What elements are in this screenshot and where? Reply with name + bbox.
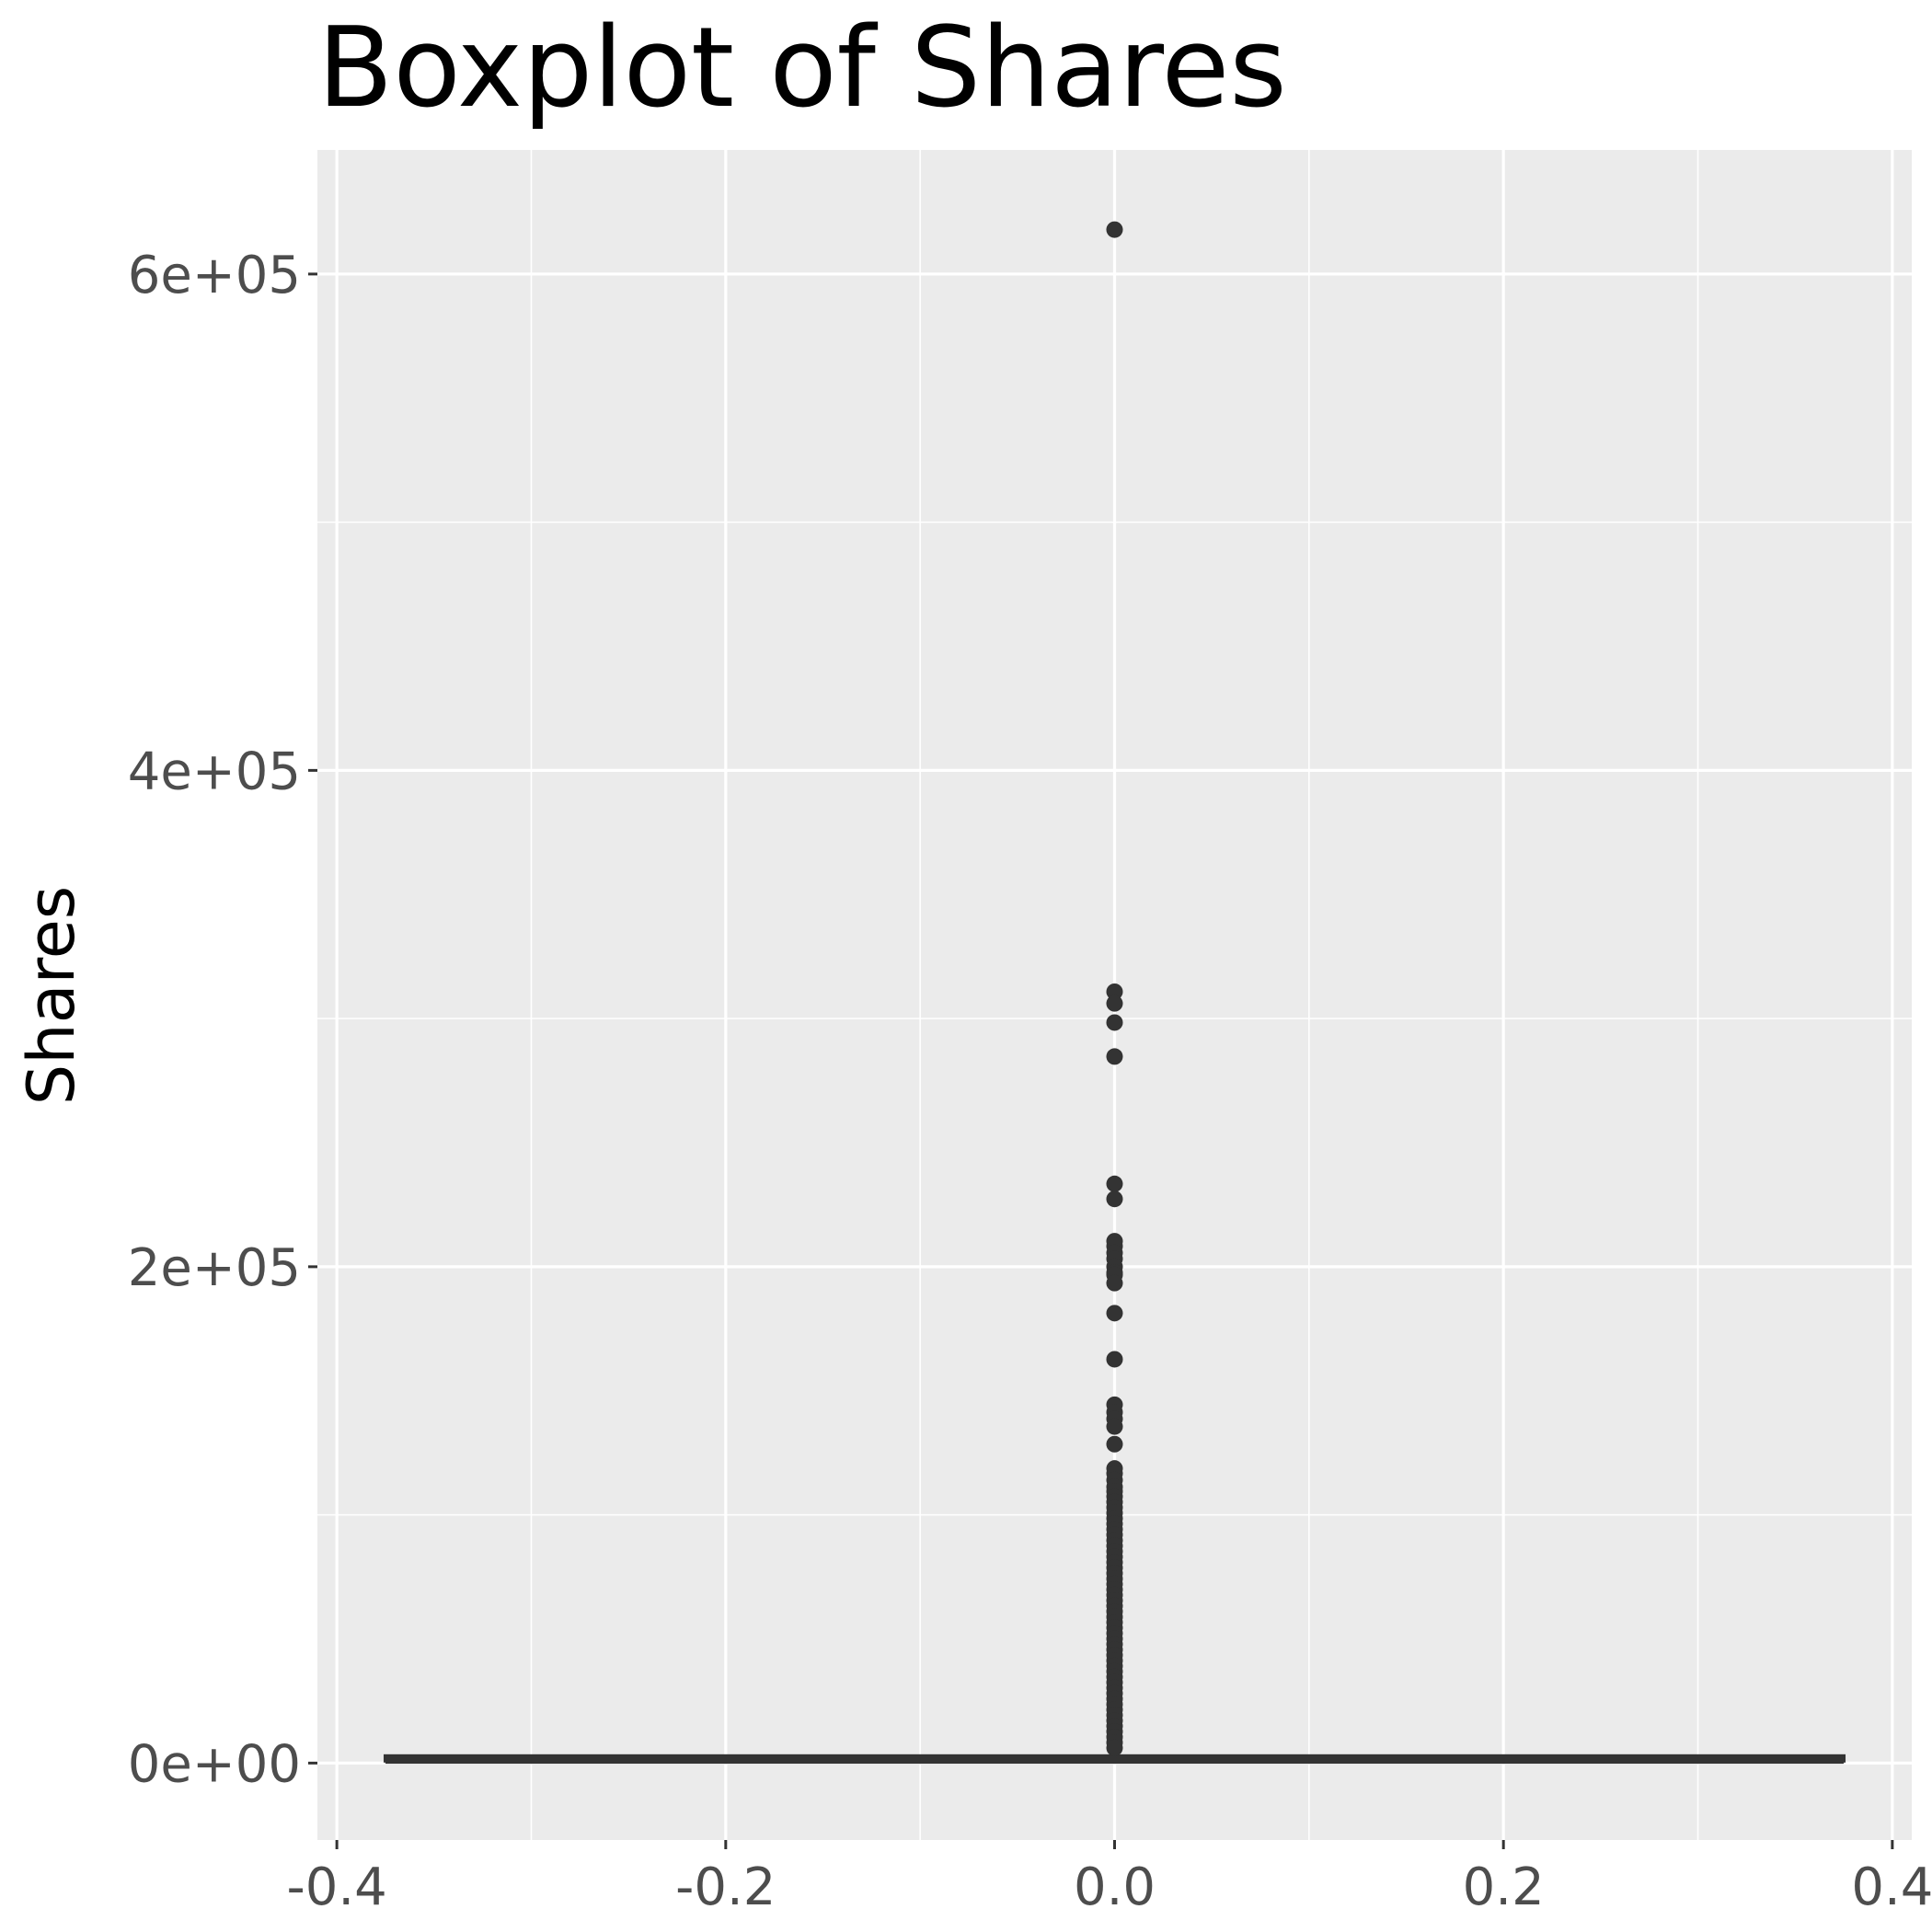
y-tick-label: 2e+05 xyxy=(128,1238,301,1298)
y-tick-label: 6e+05 xyxy=(128,246,301,305)
outlier-point xyxy=(1106,1190,1123,1208)
axes: 0e+00 2e+05 4e+05 6e+05 -0.4 -0.2 0.0 0.2 0.4 xyxy=(128,246,1932,1917)
outlier-point xyxy=(1106,1435,1123,1453)
x-tick-label: -0.4 xyxy=(287,1857,387,1917)
outlier-point xyxy=(1106,1739,1123,1756)
chart-title: Boxplot of Shares xyxy=(317,5,1287,132)
outlier-point xyxy=(1106,1351,1123,1368)
y-tick-label: 4e+05 xyxy=(128,742,301,801)
outlier-point xyxy=(1106,983,1123,1000)
outlier-point xyxy=(1106,995,1123,1012)
outlier-point xyxy=(1106,1048,1123,1065)
outlier-point xyxy=(1106,1014,1123,1031)
outlier-point xyxy=(1106,1175,1123,1192)
outlier-point xyxy=(1106,1418,1123,1435)
y-axis-label: Shares xyxy=(14,886,89,1105)
y-tick-label: 0e+00 xyxy=(128,1734,301,1794)
x-tick-label: 0.2 xyxy=(1463,1857,1545,1917)
x-tick-label: 0.4 xyxy=(1851,1857,1932,1917)
outlier-point xyxy=(1106,221,1123,238)
x-tick-label: 0.0 xyxy=(1074,1857,1156,1917)
outlier-point xyxy=(1106,1305,1123,1322)
x-tick-label: -0.2 xyxy=(675,1857,776,1917)
outlier-point xyxy=(1106,1274,1123,1292)
outlier-points xyxy=(1106,221,1123,1756)
